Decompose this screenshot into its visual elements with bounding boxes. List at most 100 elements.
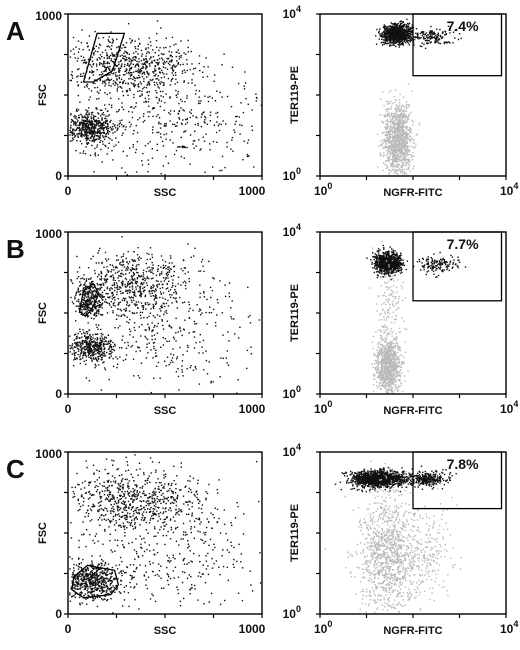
event-point	[126, 155, 128, 157]
event-point	[164, 174, 166, 176]
event-point	[387, 140, 389, 143]
event-point	[444, 34, 446, 36]
event-point	[380, 140, 382, 142]
event-point	[409, 113, 411, 115]
event-point	[400, 149, 402, 151]
event-point	[143, 59, 145, 61]
event-point	[95, 295, 97, 297]
event-point	[405, 115, 407, 117]
event-point	[81, 309, 83, 311]
event-point	[81, 336, 83, 338]
event-point	[398, 29, 400, 31]
event-point	[383, 114, 386, 117]
event-point	[101, 122, 104, 125]
event-point	[87, 294, 90, 296]
event-point	[104, 49, 107, 51]
event-point	[93, 137, 95, 139]
event-point	[110, 85, 112, 87]
event-point	[397, 37, 399, 39]
event-point	[162, 96, 164, 98]
event-point	[159, 272, 161, 275]
event-point	[160, 100, 163, 102]
event-point	[84, 335, 86, 337]
event-point	[165, 273, 168, 275]
event-point	[152, 71, 154, 73]
event-point	[99, 344, 101, 346]
event-point	[85, 123, 88, 125]
event-point	[184, 272, 186, 275]
event-point	[172, 69, 175, 71]
event-point	[105, 135, 108, 138]
event-point	[84, 307, 86, 310]
event-point	[100, 126, 102, 129]
event-point	[146, 258, 148, 261]
event-point	[100, 353, 103, 355]
event-point	[391, 23, 393, 25]
event-point	[92, 345, 94, 348]
event-point	[219, 280, 221, 282]
event-point	[411, 90, 413, 93]
event-point	[152, 303, 154, 306]
event-point	[121, 124, 123, 126]
event-point	[385, 37, 387, 39]
event-point	[128, 72, 130, 75]
event-point	[394, 38, 396, 40]
event-point	[98, 345, 100, 347]
event-point	[412, 139, 414, 141]
event-point	[123, 266, 126, 268]
event-point	[169, 139, 171, 141]
event-point	[390, 165, 392, 167]
event-point	[424, 37, 426, 40]
event-point	[160, 123, 162, 125]
event-point	[92, 117, 94, 119]
event-point	[104, 117, 106, 120]
event-point	[88, 99, 90, 101]
event-point	[180, 54, 182, 57]
event-point	[139, 68, 142, 70]
event-point	[408, 129, 410, 131]
event-point	[152, 115, 154, 118]
event-point	[174, 83, 176, 85]
event-point	[93, 131, 96, 134]
event-points	[69, 20, 263, 176]
event-point	[255, 100, 257, 102]
event-point	[84, 303, 86, 306]
event-point	[397, 25, 399, 27]
event-point	[82, 62, 85, 64]
event-point	[193, 140, 196, 142]
event-point	[392, 159, 394, 161]
event-point	[148, 82, 151, 85]
event-point	[87, 142, 90, 144]
event-point	[131, 72, 133, 74]
event-point	[104, 122, 107, 124]
event-point	[110, 306, 113, 308]
event-point	[169, 96, 171, 98]
event-point	[384, 42, 387, 44]
event-point	[385, 39, 387, 41]
event-point	[101, 124, 103, 127]
event-point	[405, 156, 407, 158]
event-point	[137, 70, 139, 72]
event-point	[402, 135, 405, 137]
event-point	[106, 119, 108, 122]
event-point	[422, 31, 424, 34]
event-point	[405, 136, 407, 138]
event-point	[399, 32, 402, 35]
event-point	[72, 348, 74, 350]
event-point	[73, 134, 76, 136]
event-point	[100, 340, 102, 343]
event-point	[132, 146, 134, 148]
event-point	[71, 346, 73, 349]
event-point	[86, 291, 88, 293]
event-point	[118, 280, 120, 282]
event-point	[78, 285, 81, 287]
event-point	[85, 135, 88, 138]
event-point	[401, 167, 403, 169]
event-point	[389, 163, 391, 165]
event-point	[395, 161, 398, 163]
event-point	[110, 119, 112, 122]
event-point	[100, 115, 102, 117]
event-point	[149, 41, 152, 43]
event-point	[384, 38, 387, 40]
event-point	[386, 136, 389, 138]
